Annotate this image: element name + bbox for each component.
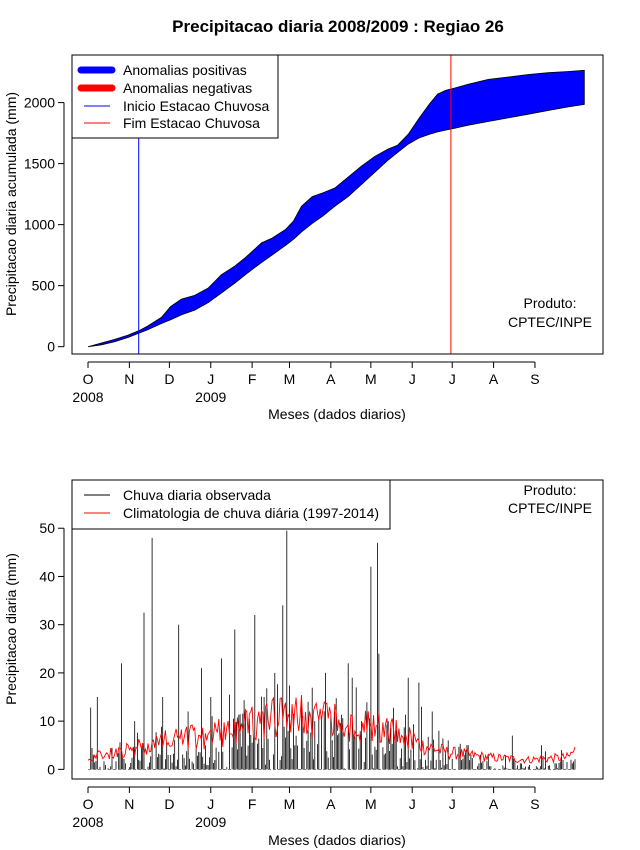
- chart-1-xlabel: Meses (dados diarios): [268, 406, 406, 422]
- chart-2-legend-box: [71, 479, 391, 530]
- x-tick-label-month: J: [449, 796, 456, 812]
- y-tick-label: 50: [39, 520, 55, 536]
- y-tick-label: 1000: [24, 217, 55, 233]
- x-tick-label-month: A: [326, 371, 336, 387]
- legend-label-climatology: Climatologia de chuva diária (1997-2014): [123, 505, 379, 521]
- x-tick-label-month: M: [365, 371, 377, 387]
- x-tick-label-month: A: [489, 796, 499, 812]
- chart-1-x-axis: O N D J F M A M J J A S 2008 2009: [72, 361, 540, 405]
- chart-1-legend: Anomalias positivas Anomalias negativas …: [71, 54, 279, 139]
- x-year-label: 2009: [195, 389, 226, 405]
- chart-1-plot: [71, 54, 604, 355]
- chart-2-plot: [71, 479, 604, 780]
- chart-2-y-axis: 0 10 20 30 40 50: [39, 520, 65, 777]
- chart-1-title: Precipitacao diaria 2008/2009 : Regiao 2…: [172, 17, 504, 36]
- legend-label-season-end: Fim Estacao Chuvosa: [123, 115, 260, 131]
- y-tick-label: 500: [32, 278, 56, 294]
- x-year-label: 2009: [195, 814, 226, 830]
- x-year-label: 2008: [72, 389, 103, 405]
- x-tick-label-month: A: [326, 796, 336, 812]
- chart-1-plot-frame: [71, 54, 604, 355]
- x-tick-label-month: J: [409, 371, 416, 387]
- chart-2-climatology-line: [87, 694, 576, 765]
- legend-label-positive: Anomalias positivas: [123, 62, 247, 78]
- y-tick-label: 20: [39, 665, 55, 681]
- chart-1-credit-line1: Produto:: [524, 295, 577, 311]
- chart-1-ylabel: Precipitacao diaria acumulada (mm): [3, 92, 19, 316]
- chart-2-legend: Chuva diaria observada Climatologia de c…: [71, 479, 391, 530]
- x-tick-label-month: D: [164, 371, 174, 387]
- y-tick-label: 40: [39, 568, 55, 584]
- x-tick-label-month: S: [530, 371, 539, 387]
- x-tick-label-month: S: [530, 796, 539, 812]
- legend-label-season-start: Inicio Estacao Chuvosa: [123, 98, 270, 114]
- x-tick-label-month: F: [248, 371, 257, 387]
- x-year-label: 2008: [72, 814, 103, 830]
- x-tick-label-month: F: [248, 796, 257, 812]
- chart-2-ylabel: Precipitacao diaria (mm): [3, 553, 19, 705]
- chart-2-daily-bars: [88, 530, 576, 770]
- y-tick-label: 30: [39, 617, 55, 633]
- x-tick-label-month: O: [83, 371, 94, 387]
- x-tick-label-month: D: [164, 796, 174, 812]
- chart-1-accumulated-band: [87, 69, 585, 348]
- chart-2-credit-line2: CPTEC/INPE: [508, 500, 592, 516]
- x-tick-label-month: J: [449, 371, 456, 387]
- x-tick-label-month: J: [207, 796, 214, 812]
- x-tick-label-month: O: [83, 796, 94, 812]
- legend-label-negative: Anomalias negativas: [123, 80, 252, 96]
- x-tick-label-month: N: [124, 371, 134, 387]
- y-tick-label: 0: [47, 761, 55, 777]
- legend-label-observed: Chuva diaria observada: [123, 487, 271, 503]
- y-tick-label: 2000: [24, 95, 55, 111]
- chart-1-credit-line2: CPTEC/INPE: [508, 314, 592, 330]
- chart-1-y-axis: 0 500 1000 1500 2000: [24, 95, 65, 355]
- chart-2-x-axis: O N D J F M A M J J A S 2008 2009: [72, 786, 540, 830]
- x-tick-label-month: N: [124, 796, 134, 812]
- chart-2-credit-line1: Produto:: [524, 482, 577, 498]
- x-tick-label-month: M: [365, 796, 377, 812]
- y-tick-label: 0: [47, 339, 55, 355]
- x-tick-label-month: M: [284, 371, 296, 387]
- x-tick-label-month: J: [207, 371, 214, 387]
- y-tick-label: 1500: [24, 156, 55, 172]
- chart-2-xlabel: Meses (dados diarios): [268, 832, 406, 848]
- y-tick-label: 10: [39, 713, 55, 729]
- x-tick-label-month: M: [284, 796, 296, 812]
- x-tick-label-month: J: [409, 796, 416, 812]
- x-tick-label-month: A: [489, 371, 499, 387]
